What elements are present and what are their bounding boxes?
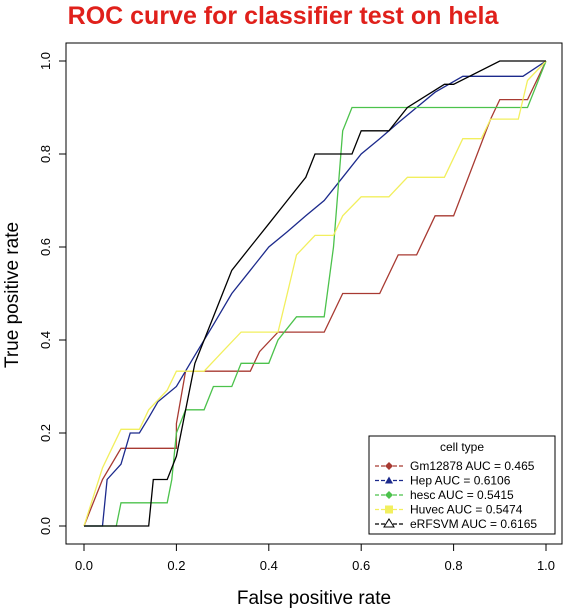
legend-label: eRFSVM AUC = 0.6165 [410, 517, 537, 531]
y-axis-label: True positive rate [2, 222, 23, 368]
x-tick-label: 0.0 [75, 558, 93, 573]
legend-marker [385, 462, 393, 470]
y-tick-label: 1.0 [38, 52, 53, 70]
x-tick-label: 0.8 [445, 558, 463, 573]
legend-label: Gm12878 AUC = 0.465 [410, 459, 535, 473]
legend-marker [385, 476, 393, 484]
legend-title: cell type [440, 440, 484, 454]
y-tick-label: 0.8 [38, 145, 53, 163]
roc-line-series-1 [83, 60, 547, 527]
legend-label: Huvec AUC = 0.5474 [410, 503, 523, 517]
legend-marker [385, 505, 393, 514]
x-tick-label: 0.4 [260, 558, 278, 573]
x-tick-label: 0.2 [167, 558, 185, 573]
y-tick-label: 0.2 [38, 424, 53, 442]
legend-label: hesc AUC = 0.5415 [410, 488, 514, 502]
y-tick-label: 0.4 [38, 331, 53, 349]
roc-line-series-5 [84, 60, 546, 527]
legend-box [368, 435, 556, 535]
x-tick-label: 0.6 [352, 558, 370, 573]
x-tick-label: 1.0 [537, 558, 555, 573]
series-layer [83, 60, 547, 527]
roc-line-series-2 [84, 60, 547, 527]
legend-marker [385, 491, 393, 499]
legend-marker [383, 518, 395, 528]
roc-line-series-4 [83, 60, 547, 527]
y-axis: 0.0 0.2 0.4 0.6 0.8 1.0 [38, 52, 67, 535]
y-tick-label: 0.6 [38, 238, 53, 256]
x-axis: 0.0 0.2 0.4 0.6 0.8 1.0 [75, 543, 555, 573]
x-axis-label: False positive rate [237, 588, 391, 609]
legend-label: Hep AUC = 0.6106 [410, 474, 511, 488]
chart-title: ROC curve for classifier test on hela [68, 2, 500, 30]
roc-line-series-3 [84, 60, 547, 527]
y-tick-label: 0.0 [38, 517, 53, 535]
